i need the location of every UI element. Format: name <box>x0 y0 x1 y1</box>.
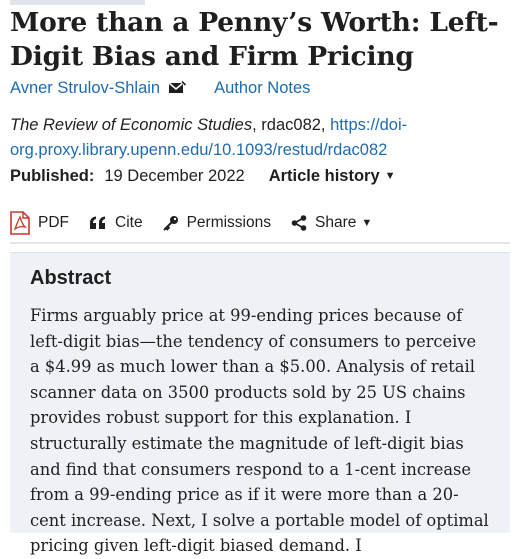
published-date: 19 December 2022 <box>104 166 245 185</box>
toolbar-divider <box>10 242 510 244</box>
share-label: Share <box>315 214 357 231</box>
caret-down-icon: ▼ <box>384 170 396 182</box>
doi-link[interactable]: https://doi-org.proxy.library.upenn.edu/… <box>10 116 408 159</box>
envelope-icon[interactable] <box>168 80 187 95</box>
quote-icon <box>90 216 105 229</box>
article-history-label: Article history <box>268 166 380 185</box>
article-id: , rdac082, <box>252 116 331 134</box>
cite-label: Cite <box>115 214 143 231</box>
cite-button[interactable]: Cite <box>89 214 143 232</box>
citation: The Review of Economic Studies, rdac082,… <box>10 113 510 163</box>
author-line: Avner Strulov-Shlain Author Notes <box>10 76 310 100</box>
article-title: More than a Penny’s Worth: Left-Digit Bi… <box>10 7 499 72</box>
article-history-toggle[interactable]: Article history ▼ <box>269 167 396 186</box>
top-strip <box>10 0 145 5</box>
author-notes-link[interactable]: Author Notes <box>214 78 311 97</box>
abstract-text: Firms arguably price at 99-ending prices… <box>30 306 489 556</box>
share-icon <box>291 215 307 231</box>
key-icon <box>162 216 178 231</box>
share-button[interactable]: Share ▼ <box>291 214 372 232</box>
published-label: Published: <box>10 166 95 185</box>
article-toolbar: PDF Cite Permissions Share ▼ <box>10 210 392 236</box>
caret-down-icon: ▼ <box>361 217 373 229</box>
abstract-section: Abstract Firms arguably price at 99-endi… <box>10 252 510 555</box>
permissions-label: Permissions <box>186 214 271 231</box>
abstract-heading: Abstract <box>30 267 112 289</box>
permissions-button[interactable]: Permissions <box>162 214 271 232</box>
published-line: Published: 19 December 2022 Article hist… <box>10 164 396 188</box>
pdf-icon <box>10 211 30 235</box>
pdf-label: PDF <box>38 214 69 231</box>
journal-name: The Review of Economic Studies <box>10 116 253 134</box>
pdf-button[interactable]: PDF <box>10 211 69 235</box>
author-link[interactable]: Avner Strulov-Shlain <box>10 78 161 97</box>
